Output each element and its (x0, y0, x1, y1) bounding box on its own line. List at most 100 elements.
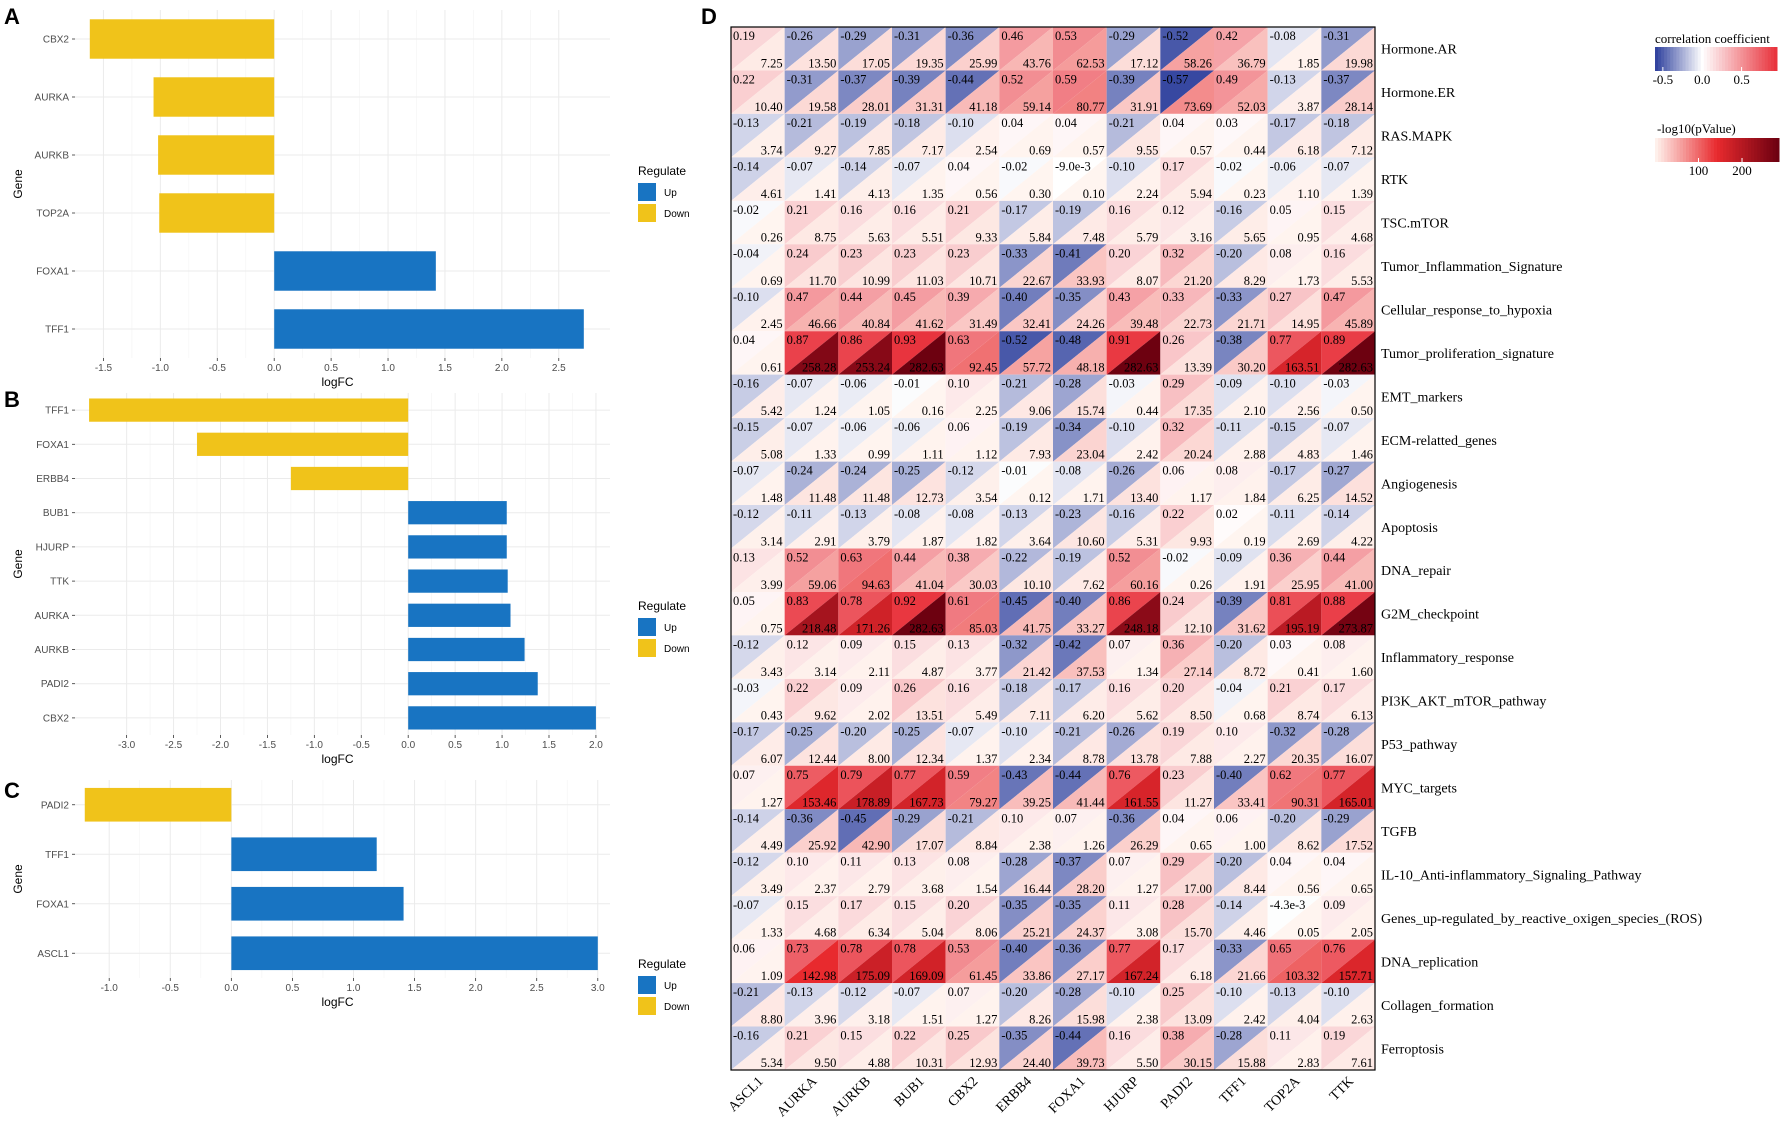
cell-correlation-label: -0.13 (840, 507, 866, 521)
cell-correlation-label: -0.12 (733, 637, 759, 651)
cell-correlation-label: -0.21 (948, 811, 974, 825)
cell-pvalue-triangle (838, 157, 892, 201)
legend-title: Regulate (638, 957, 686, 971)
cell-pvalue-triangle (892, 678, 946, 723)
x-tick-label: -1.0 (152, 363, 170, 374)
cell-correlation-label: 0.76 (1323, 942, 1345, 956)
x-tick-label: -1.5 (259, 740, 277, 751)
legend-correlation-swatch (1661, 47, 1665, 71)
panel-letter: A (4, 4, 20, 29)
cell-pvalue-label: 27.17 (1077, 969, 1105, 983)
cell-correlation-triangle (945, 765, 1000, 810)
cell-correlation-label: 0.63 (948, 333, 970, 347)
cell-pvalue-label: 1.12 (975, 448, 997, 462)
legend-pvalue-swatch (1692, 138, 1696, 162)
cell-correlation-label: 0.36 (1270, 551, 1292, 565)
cell-correlation-triangle (1321, 418, 1375, 462)
cell-correlation-label: 0.32 (1162, 420, 1184, 434)
cell-pvalue-triangle (731, 418, 785, 462)
cell-correlation-label: -0.44 (1055, 1029, 1082, 1043)
panel-a: A CBX2 AURKA AURKB TOP2A FOXA1 TFF1 -1.5 -1.0 -0.… (4, 4, 690, 389)
cell-pvalue-label: 31.62 (1238, 621, 1266, 635)
x-tick-label: -0.5 (209, 363, 227, 374)
cell-correlation-triangle (1214, 1026, 1268, 1070)
cell-correlation-label: 0.22 (733, 72, 755, 86)
cell-correlation-label: -0.52 (1162, 29, 1188, 43)
cell-pvalue-triangle (1160, 70, 1214, 114)
cell-correlation-label: 0.25 (1162, 985, 1184, 999)
x-tick-label: 0.0 (224, 983, 238, 994)
cell-pvalue-label: 2.42 (1136, 448, 1158, 462)
cell-pvalue-label: 57.72 (1023, 361, 1051, 375)
legend-pvalue-swatch (1673, 138, 1678, 162)
cell-pvalue-label: 17.52 (1345, 839, 1373, 853)
cell-pvalue-triangle (999, 765, 1053, 810)
cell-correlation-triangle (1053, 939, 1107, 984)
cell-pvalue-label: 2.38 (1136, 1013, 1158, 1027)
cell-pvalue-label: 5.50 (1136, 1056, 1158, 1070)
cell-pvalue-triangle (1160, 244, 1214, 288)
cell-pvalue-triangle (1267, 374, 1322, 419)
cell-pvalue-label: 2.02 (868, 708, 890, 722)
cell-correlation-triangle (731, 722, 785, 766)
legend-pvalue-title: -log10(pValue) (1657, 121, 1736, 136)
cell-correlation-label: 0.12 (787, 637, 809, 651)
cell-pvalue-triangle (838, 1026, 892, 1070)
cell-correlation-triangle (999, 331, 1053, 375)
cell-pvalue-label: 23.04 (1077, 448, 1106, 462)
cell-correlation-label: 0.88 (1323, 594, 1345, 608)
legend-pvalue-swatch (1775, 138, 1780, 162)
legend-pvalue-swatch (1720, 138, 1724, 162)
cell-pvalue-label: 4.83 (1297, 448, 1319, 462)
cell-pvalue-label: 8.74 (1297, 708, 1320, 722)
cell-pvalue-label: 1.37 (975, 752, 997, 766)
cell-pvalue-label: 7.25 (761, 56, 783, 70)
cell-pvalue-label: 3.49 (761, 882, 783, 896)
cell-pvalue-label: 2.24 (1136, 187, 1159, 201)
cell-pvalue-triangle (1053, 678, 1107, 723)
y-tick-label: PADI2 (41, 679, 70, 690)
cell-pvalue-label: 2.69 (1297, 535, 1319, 549)
panel-letter: B (4, 387, 20, 412)
cell-correlation-label: -0.36 (948, 29, 974, 43)
cell-correlation-label: -0.10 (733, 290, 759, 304)
cell-pvalue-label: 27.14 (1184, 665, 1213, 679)
cell-correlation-label: 0.23 (894, 246, 916, 260)
cell-pvalue-label: 1.10 (1297, 187, 1319, 201)
cell-pvalue-triangle (1267, 896, 1322, 940)
cell-pvalue-label: 17.00 (1184, 882, 1212, 896)
cell-correlation-triangle (784, 287, 839, 332)
cell-correlation-triangle (838, 200, 892, 245)
cell-correlation-triangle (1106, 287, 1161, 332)
legend-pvalue-swatch (1769, 138, 1774, 162)
cell-pvalue-label: 6.34 (868, 926, 891, 940)
cell-correlation-triangle (1160, 591, 1214, 636)
cell-correlation-triangle (1321, 287, 1375, 332)
legend-correlation-swatch (1737, 47, 1741, 71)
cell-correlation-label: 0.15 (1323, 203, 1345, 217)
cell-correlation-triangle (1053, 200, 1107, 245)
cell-pvalue-triangle (999, 331, 1053, 375)
cell-correlation-triangle (1214, 244, 1268, 288)
cell-pvalue-label: 4.13 (868, 187, 890, 201)
cell-pvalue-label: 16.44 (1023, 882, 1052, 896)
cell-correlation-label: -0.28 (1055, 985, 1081, 999)
cell-pvalue-label: 13.09 (1184, 1013, 1212, 1027)
cell-correlation-label: -0.09 (1216, 551, 1242, 565)
cell-correlation-label: -0.10 (1109, 159, 1135, 173)
cell-pvalue-triangle (1106, 287, 1161, 332)
cell-correlation-label: -0.39 (894, 72, 920, 86)
cell-correlation-label: -0.06 (840, 377, 866, 391)
cell-correlation-triangle (838, 548, 892, 592)
cell-pvalue-triangle (892, 70, 946, 114)
legend-correlation-swatch (1731, 47, 1735, 71)
cell-correlation-triangle (1106, 505, 1161, 549)
cell-correlation-label: 0.17 (1162, 159, 1184, 173)
row-label: Genes_up-regulated_by_reactive_oxigen_sp… (1381, 912, 1702, 927)
cell-pvalue-label: 80.77 (1077, 100, 1105, 114)
cell-correlation-triangle (945, 113, 1000, 158)
x-tick-label: 1.0 (495, 740, 509, 751)
cell-pvalue-triangle (892, 113, 946, 158)
y-tick-label: TFF1 (45, 325, 69, 336)
cell-correlation-label: 0.04 (1270, 855, 1293, 869)
